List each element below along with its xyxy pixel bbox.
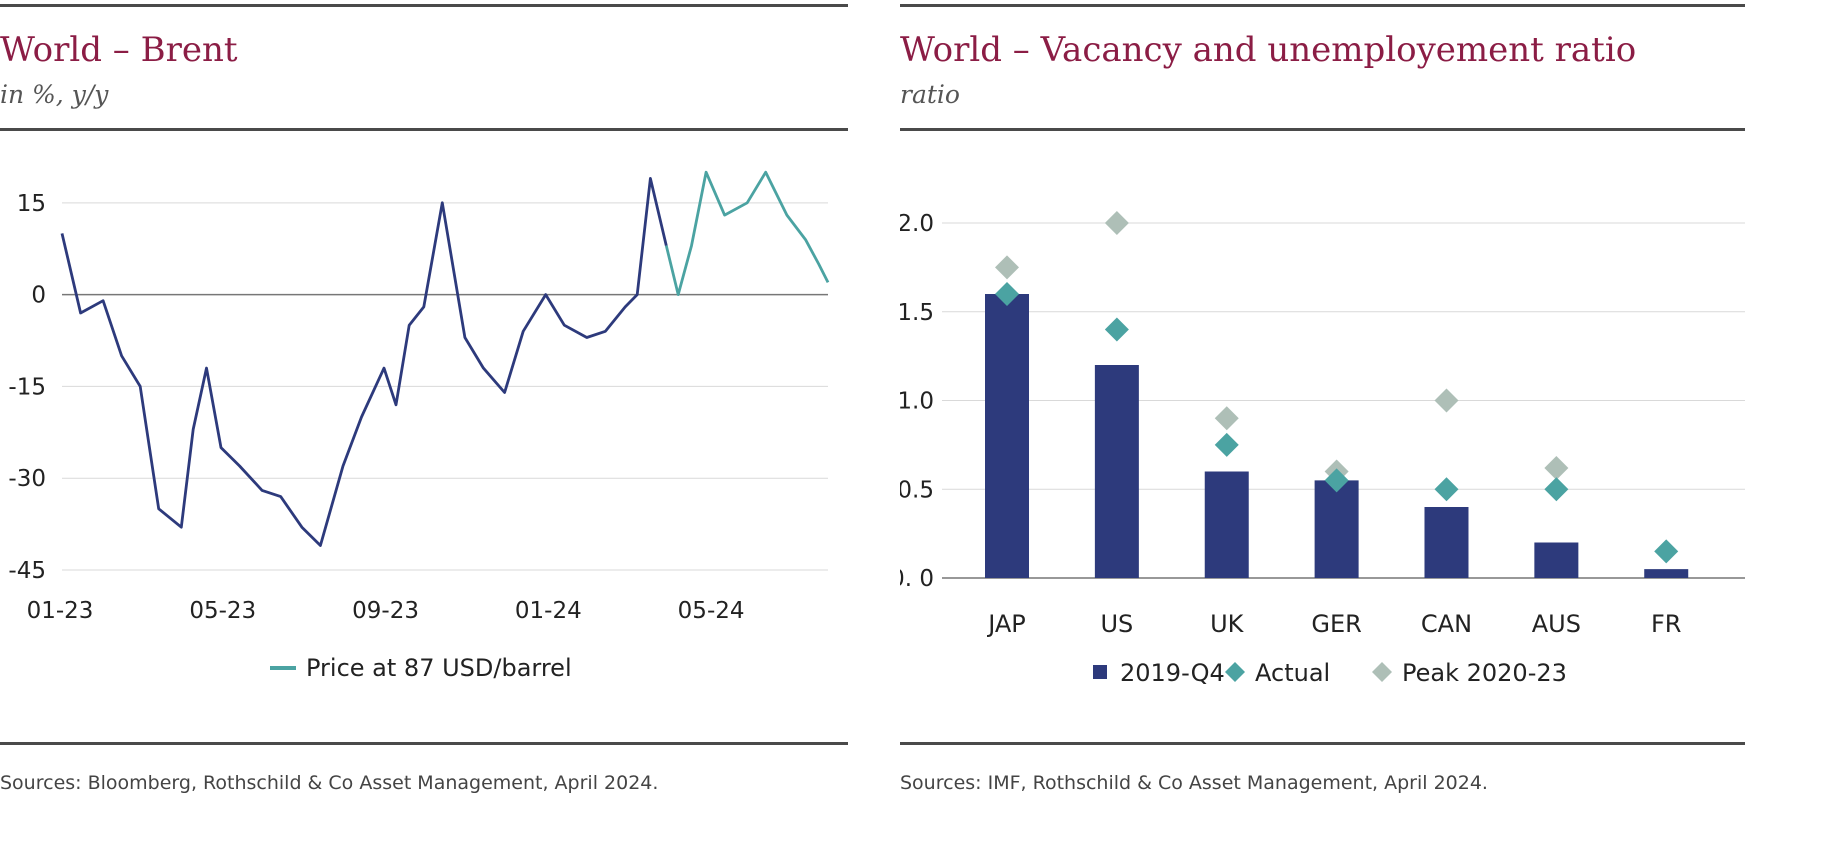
y-tick-label: -30 (8, 466, 46, 492)
legend-swatch-2019-q4 (1093, 665, 1107, 679)
x-tick-label: GER (1311, 610, 1361, 638)
series-line-price-87 (664, 170, 830, 297)
legend-label: 2019-Q4 (1120, 659, 1225, 687)
header-rule (0, 128, 848, 131)
chart-subtitle: in %, y/y (0, 80, 109, 109)
x-tick-label: 05-24 (678, 598, 745, 624)
top-rule (900, 4, 1745, 7)
brent-panel: World – Brent in %, y/y 15 0 -15 -30 -45 01-2… (0, 0, 850, 859)
chart-title: World – Vacancy and unemployement ratio (900, 30, 1637, 70)
x-tick-label: 01-23 (27, 598, 94, 624)
x-tick-label: UK (1210, 610, 1245, 638)
marker-actual (995, 282, 1019, 306)
y-tick-label: 0 (31, 283, 46, 309)
legend-label: Actual (1255, 659, 1330, 687)
y-tick-label: 15 (17, 191, 46, 217)
marker-actual (1324, 468, 1349, 493)
bar-2019-q4 (1424, 507, 1469, 578)
marker-actual (1434, 477, 1459, 502)
marker-actual (1544, 477, 1569, 502)
marker-actual (1104, 317, 1129, 342)
x-tick-label: 05-23 (189, 598, 256, 624)
y-tick-label: 2.0 (900, 211, 934, 237)
x-tick-label: US (1100, 610, 1133, 638)
marker-peak (1104, 211, 1129, 235)
marker-peak (1214, 406, 1239, 431)
bar-2019-q4 (1094, 365, 1139, 578)
marker-peak (1434, 388, 1459, 413)
marker-actual (1654, 539, 1679, 564)
legend-swatch-peak (1372, 662, 1392, 682)
x-tick-label: AUS (1532, 610, 1581, 638)
source-note: Sources: Bloomberg, Rothschild & Co Asse… (0, 772, 659, 794)
y-tick-label: 1.0 (900, 389, 934, 415)
x-tick-label: CAN (1421, 610, 1472, 638)
marker-actual (1214, 432, 1239, 457)
header-rule (900, 128, 1745, 131)
brent-line-chart: 15 0 -15 -30 -45 01-23 05-23 09-23 01-24 05-24 Pri… (8, 170, 830, 682)
y-tick-label: 0.5 (900, 477, 934, 503)
bar-2019-q4 (1204, 471, 1249, 578)
series-line-brent (60, 177, 668, 547)
chart-title: World – Brent (0, 30, 238, 70)
x-tick-label: JAP (986, 610, 1026, 638)
marker-peak (1544, 455, 1569, 480)
legend-label: Peak 2020-23 (1402, 659, 1567, 687)
x-tick-label: FR (1651, 610, 1681, 638)
footer-rule (900, 742, 1745, 745)
vacancy-bar-chart: 2.0 1.5 1.0 0.5 0. 0 JAP US UK GER CAN AUS FR 2019-Q… (900, 211, 1745, 687)
bar-2019-q4 (1644, 569, 1689, 578)
chart-subtitle: ratio (900, 80, 960, 109)
bar-2019-q4 (985, 294, 1029, 578)
marker-peak (995, 255, 1019, 280)
x-tick-label: 01-24 (515, 598, 582, 624)
y-tick-label: -15 (8, 374, 46, 400)
y-tick-label: 0. 0 (900, 566, 934, 592)
bar-2019-q4 (1314, 480, 1359, 578)
top-rule (0, 4, 848, 7)
footer-rule (0, 742, 848, 745)
legend-label: Price at 87 USD/barrel (306, 654, 572, 682)
vacancy-panel: World – Vacancy and unemployement ratio … (900, 0, 1750, 859)
y-tick-label: 1.5 (900, 300, 934, 326)
y-tick-label: -45 (8, 558, 46, 584)
legend-swatch-actual (1225, 662, 1245, 682)
x-tick-label: 09-23 (352, 598, 419, 624)
source-note: Sources: IMF, Rothschild & Co Asset Mana… (900, 772, 1488, 794)
bar-2019-q4 (1534, 542, 1579, 578)
